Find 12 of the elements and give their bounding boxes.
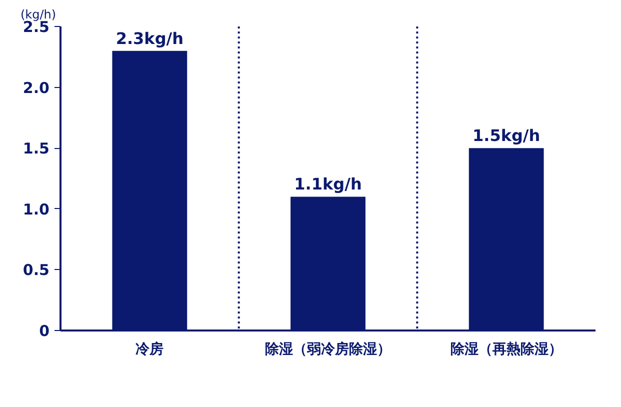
x-tick-label: 除湿（弱冷房除湿） <box>265 340 391 358</box>
y-tick-label: 0.5 <box>22 261 50 280</box>
y-tick-label: 1.5 <box>22 140 50 158</box>
x-tick-label: 除湿（再熱除湿） <box>450 342 562 358</box>
y-tick-label: 0 <box>39 322 50 340</box>
data-label: 1.5kg/h <box>472 126 540 146</box>
y-tick-label: 2.0 <box>22 78 50 97</box>
y-axis-title: (kg/h) <box>20 8 56 22</box>
x-tick-label: 冷房 <box>136 340 164 358</box>
y-tick-label: 1.0 <box>22 200 50 218</box>
data-label: 2.3kg/h <box>116 28 184 48</box>
data-label: 1.1kg/h <box>294 174 362 194</box>
